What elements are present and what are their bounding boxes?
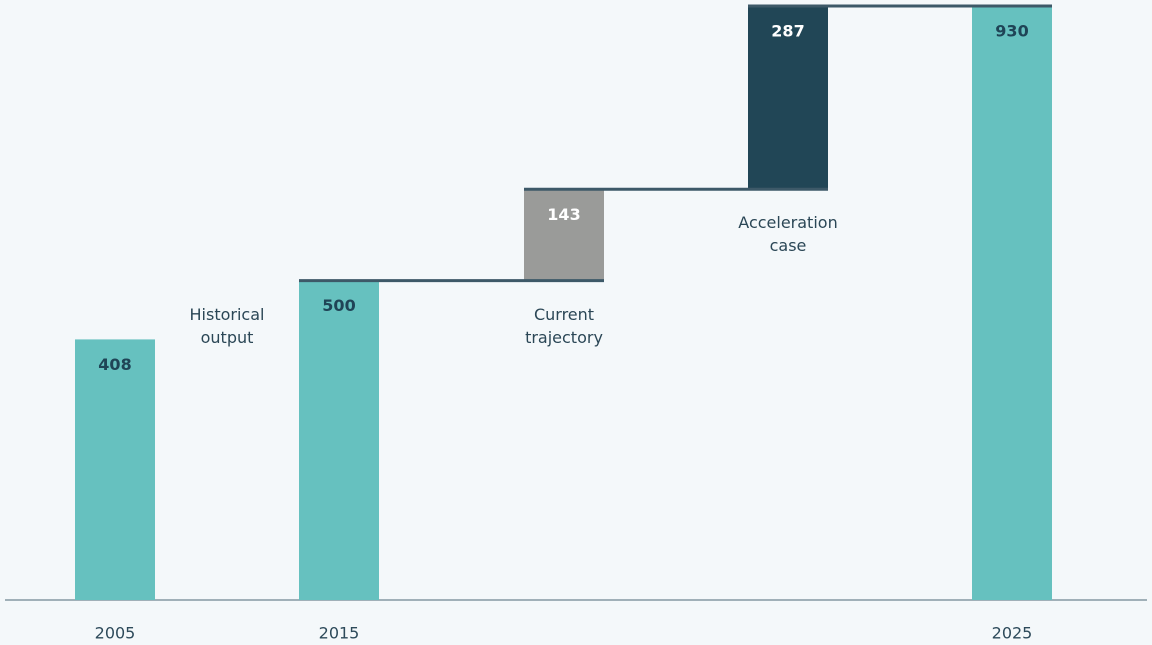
- value-label: 143: [547, 205, 580, 224]
- value-label: 930: [995, 22, 1028, 41]
- bar: [524, 189, 604, 281]
- bar: [972, 6, 1052, 600]
- step-label: Current trajectory: [525, 304, 603, 347]
- step-label: Historical output: [189, 304, 265, 347]
- bar: [748, 6, 828, 190]
- value-label: 500: [322, 296, 355, 315]
- value-label: 408: [98, 355, 131, 374]
- x-tick-label: 2015: [319, 624, 360, 643]
- bar: [75, 339, 155, 600]
- bar: [299, 280, 379, 600]
- x-tick-label: 2025: [992, 624, 1033, 643]
- x-tick-label: 2005: [95, 624, 136, 643]
- step-label: Acceleration case: [738, 213, 838, 256]
- value-label: 287: [771, 22, 804, 41]
